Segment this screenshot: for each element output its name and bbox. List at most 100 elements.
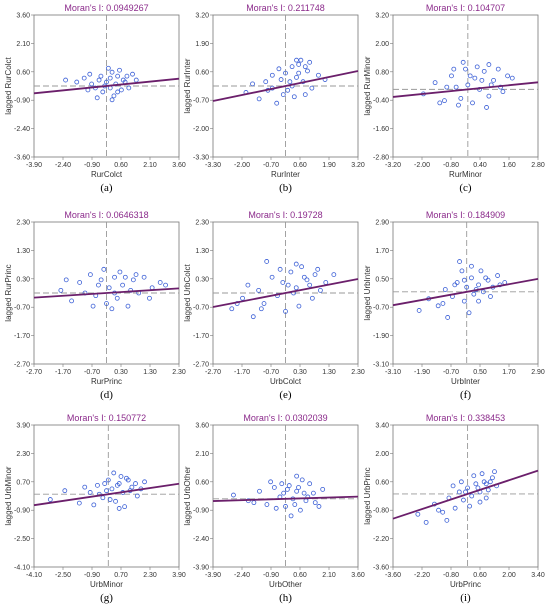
- data-point: [285, 87, 291, 93]
- data-point: [116, 506, 122, 511]
- data-point: [456, 489, 462, 495]
- data-point: [126, 85, 132, 91]
- data-point: [112, 274, 117, 280]
- y-tick-label: 1.70: [375, 248, 389, 255]
- data-point: [291, 94, 297, 100]
- x-tick-label: -2.70: [205, 369, 221, 376]
- y-tick-label: 1.90: [195, 41, 209, 48]
- data-point: [104, 301, 109, 306]
- data-point: [481, 68, 487, 74]
- data-point: [122, 274, 128, 280]
- data-point: [87, 71, 93, 77]
- y-tick-label: -0.80: [373, 508, 389, 515]
- x-tick-label: -3.60: [385, 572, 401, 579]
- y-tick-label: 2.30: [195, 220, 209, 227]
- data-point: [94, 95, 100, 101]
- plot-frame: [392, 221, 539, 365]
- panel-caption: (b): [279, 182, 292, 194]
- data-point: [312, 500, 318, 506]
- panel-title: Moran's I: 0.338453: [426, 413, 505, 423]
- y-tick-label: -3.90: [193, 565, 209, 572]
- y-tick-label: -3.10: [373, 362, 389, 369]
- data-point: [245, 282, 251, 288]
- data-point: [277, 266, 283, 272]
- plot-frame: [392, 14, 539, 158]
- x-tick-label: -3.20: [385, 162, 401, 169]
- x-tick-label: 2.30: [172, 369, 186, 376]
- x-tick-label: 2.10: [322, 572, 336, 579]
- x-tick-label: -4.10: [26, 572, 42, 579]
- data-point: [472, 75, 478, 81]
- x-tick-label: 0.60: [293, 572, 307, 579]
- data-point: [276, 66, 282, 72]
- panel-b: Moran's I: 0.211748 -3.30 -2.00 -0.70 0.60 1.…: [183, 3, 365, 194]
- data-point: [163, 282, 168, 288]
- data-point: [280, 92, 286, 98]
- data-point: [488, 294, 493, 299]
- x-tick-label: 2.10: [143, 162, 157, 169]
- data-point: [484, 105, 489, 110]
- x-tick-label: 2.90: [531, 369, 545, 376]
- y-tick-label: -4.10: [14, 565, 30, 572]
- data-point: [505, 73, 510, 79]
- x-tick-label: -2.50: [55, 572, 71, 579]
- y-tick-label: -0.90: [193, 508, 209, 515]
- x-tick-label: 3.20: [351, 162, 365, 169]
- y-tick-label: -2.40: [14, 126, 30, 133]
- data-point: [125, 303, 131, 309]
- y-tick-label: 2.30: [16, 451, 30, 458]
- data-point: [449, 73, 454, 79]
- data-point: [250, 81, 255, 87]
- y-tick-label: -3.30: [193, 155, 209, 162]
- data-point: [451, 66, 457, 72]
- y-tick-label: -1.70: [193, 333, 209, 340]
- x-tick-label: -0.80: [443, 162, 459, 169]
- regression-line: [212, 278, 359, 308]
- y-tick-label: 0.60: [195, 69, 209, 76]
- x-tick-label: 0.40: [473, 162, 487, 169]
- y-tick-label: -2.80: [373, 155, 389, 162]
- data-point: [483, 275, 489, 281]
- data-point: [463, 66, 468, 72]
- data-point: [476, 282, 481, 288]
- data-point: [440, 301, 446, 306]
- y-tick-label: -2.50: [14, 536, 30, 543]
- data-point: [279, 481, 285, 487]
- data-point: [273, 505, 279, 511]
- x-tick-label: 1.30: [143, 369, 157, 376]
- data-point: [316, 504, 322, 509]
- data-point: [307, 481, 313, 487]
- y-tick-label: 2.90: [375, 220, 389, 227]
- x-tick-label: -1.70: [55, 369, 71, 376]
- data-point: [483, 495, 489, 501]
- plot-frame: [33, 424, 180, 568]
- x-tick-label: -3.10: [385, 369, 401, 376]
- panel-title: Moran's I: 0.184909: [426, 210, 505, 220]
- y-tick-label: -2.20: [373, 536, 389, 543]
- panel-c: Moran's I: 0.104707 -3.20 -2.00 -0.80 0.40 1.…: [363, 3, 545, 194]
- x-tick-label: -1.90: [414, 369, 430, 376]
- panel-caption: (i): [460, 592, 471, 604]
- y-tick-label: 3.40: [375, 423, 389, 430]
- data-point: [477, 499, 483, 505]
- data-point: [106, 285, 112, 291]
- data-point: [105, 477, 111, 483]
- data-point: [133, 77, 139, 83]
- data-point: [109, 306, 115, 312]
- data-point: [458, 479, 464, 485]
- x-axis-label: UrbOther: [269, 580, 302, 589]
- data-point: [115, 73, 121, 79]
- data-point: [62, 488, 68, 494]
- data-point: [257, 488, 262, 494]
- x-tick-label: -0.70: [263, 162, 279, 169]
- data-point: [490, 475, 495, 481]
- x-tick-label: 1.30: [322, 369, 336, 376]
- data-point: [491, 77, 496, 83]
- data-point: [285, 282, 291, 288]
- data-point: [125, 477, 131, 483]
- data-point: [283, 309, 288, 314]
- x-tick-label: 1.60: [502, 162, 516, 169]
- x-tick-label: -3.30: [205, 162, 221, 169]
- data-point: [467, 503, 473, 509]
- data-point: [294, 473, 300, 479]
